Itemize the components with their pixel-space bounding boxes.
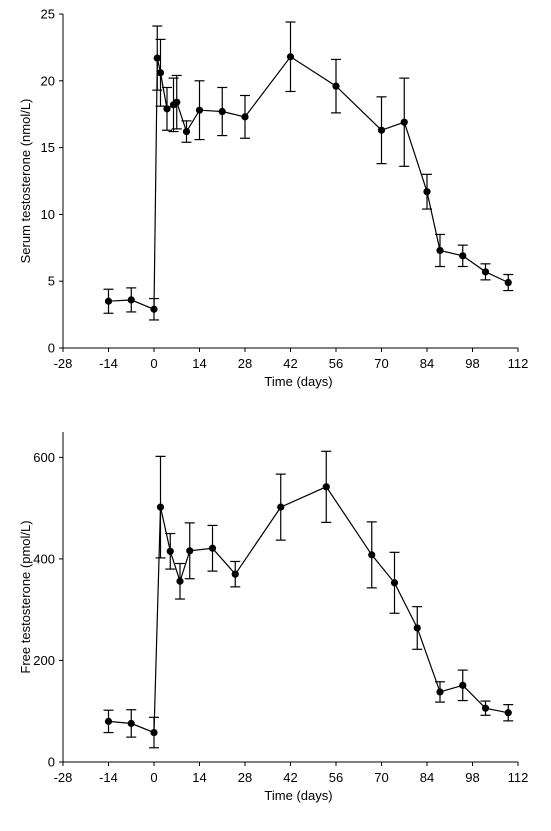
x-tick-label: 28 xyxy=(238,770,252,785)
x-tick-label: 84 xyxy=(420,770,434,785)
data-point xyxy=(166,547,174,555)
x-tick-label: 0 xyxy=(150,770,157,785)
free-testosterone-chart: 0 200 400 600 -28 -14 0 14 28 42 56 70 84 98 112 Time (… xyxy=(18,432,528,803)
x-tick-label: 14 xyxy=(192,356,206,371)
x-tick-label: 14 xyxy=(192,770,206,785)
y-tick-label: 200 xyxy=(33,653,55,668)
x-tick-label: -14 xyxy=(99,356,118,371)
data-point xyxy=(150,728,158,737)
data-point xyxy=(156,503,165,511)
data-point xyxy=(176,577,184,585)
data-point xyxy=(277,503,285,511)
x-tick-label: -14 xyxy=(99,770,118,785)
data-point xyxy=(400,118,408,126)
x-tick-label: 112 xyxy=(508,770,529,785)
data-point xyxy=(286,53,295,61)
x-tick-label: -28 xyxy=(54,770,73,785)
x-tick-label: -28 xyxy=(54,356,73,371)
data-point xyxy=(481,704,490,712)
x-tick-label: 112 xyxy=(508,356,529,371)
data-point xyxy=(504,278,512,287)
data-point xyxy=(182,127,191,136)
y-tick-label: 15 xyxy=(41,140,55,155)
x-tick-label: 28 xyxy=(238,356,252,371)
y-tick-label: 20 xyxy=(41,73,55,88)
data-point xyxy=(208,544,217,552)
data-point xyxy=(413,624,421,632)
data-point xyxy=(504,709,512,717)
y-tick-label: 400 xyxy=(33,551,55,566)
x-tick-label: 42 xyxy=(283,770,297,785)
data-point xyxy=(241,113,249,121)
data-point xyxy=(195,106,204,114)
data-point xyxy=(104,297,113,305)
data-point xyxy=(231,570,239,578)
data-point xyxy=(104,717,113,725)
series-line xyxy=(108,55,509,311)
x-tick-label: 98 xyxy=(465,770,479,785)
data-point xyxy=(481,268,490,276)
data-point xyxy=(377,126,386,134)
x-tick-label: 42 xyxy=(283,356,297,371)
y-tick-label: 0 xyxy=(48,341,55,356)
data-point xyxy=(156,69,165,77)
data-point xyxy=(436,246,444,255)
x-tick-label: 84 xyxy=(420,356,434,371)
y-tick-label: 5 xyxy=(48,274,55,289)
series-line xyxy=(108,486,509,734)
x-axis-title: Time (days) xyxy=(264,374,332,389)
y-axis-title: Serum testosterone (nmol/L) xyxy=(18,99,33,264)
y-axis-title: Free testosterone (pmol/L) xyxy=(18,520,33,673)
data-point xyxy=(127,296,135,304)
y-tick-label: 10 xyxy=(41,207,55,222)
x-tick-label: 56 xyxy=(329,770,343,785)
data-point xyxy=(186,547,194,555)
serum-testosterone-chart: 0 5 10 15 20 25 -28 -14 0 14 28 42 56 70 84 98 112 Time (… xyxy=(18,7,528,390)
data-point xyxy=(390,579,399,587)
y-tick-label: 0 xyxy=(48,755,55,770)
data-point xyxy=(459,252,467,260)
x-tick-label: 98 xyxy=(465,356,479,371)
x-tick-label: 70 xyxy=(374,356,388,371)
x-tick-label: 0 xyxy=(150,356,157,371)
data-point xyxy=(332,82,340,90)
x-axis-title: Time (days) xyxy=(264,788,332,803)
y-tick-label: 25 xyxy=(41,7,55,22)
data-point xyxy=(150,305,158,313)
data-point xyxy=(459,681,467,689)
data-point xyxy=(436,688,444,696)
data-point xyxy=(163,105,171,113)
data-point xyxy=(368,551,376,559)
data-point xyxy=(153,54,161,62)
data-point xyxy=(127,719,135,728)
x-tick-label: 56 xyxy=(329,356,343,371)
x-tick-label: 70 xyxy=(374,770,388,785)
data-point xyxy=(218,107,226,116)
data-point xyxy=(173,98,181,106)
data-point xyxy=(322,483,330,491)
data-point xyxy=(423,188,431,196)
y-tick-label: 600 xyxy=(33,450,55,465)
